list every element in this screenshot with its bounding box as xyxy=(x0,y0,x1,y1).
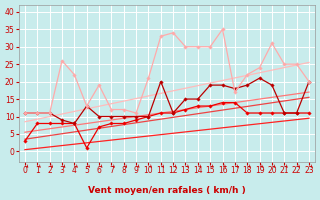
X-axis label: Vent moyen/en rafales ( km/h ): Vent moyen/en rafales ( km/h ) xyxy=(88,186,246,195)
